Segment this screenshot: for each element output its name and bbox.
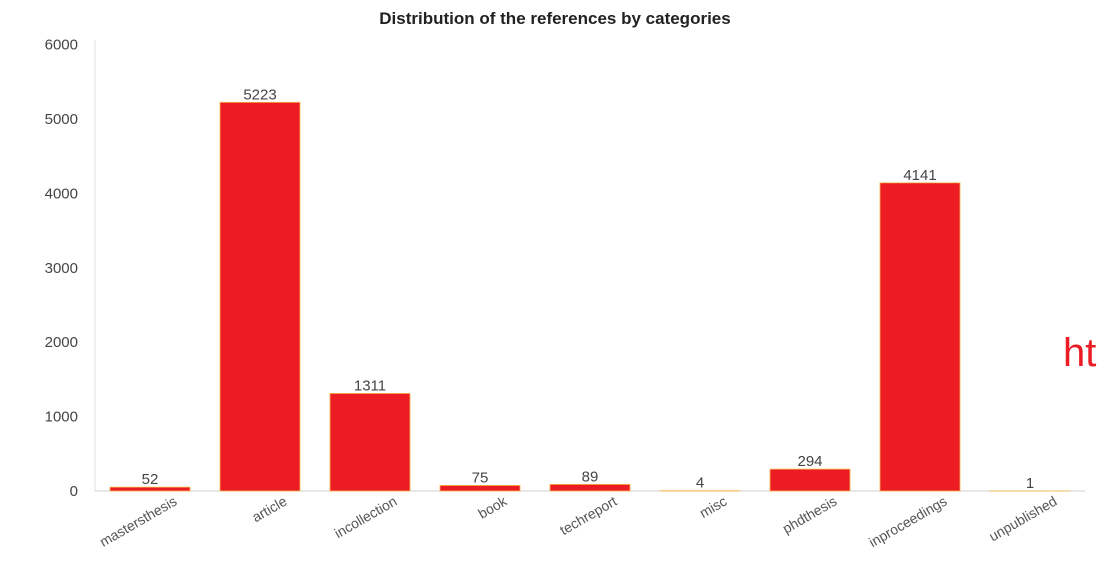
bar-techreport	[549, 483, 631, 492]
data-label-mastersthesis: 52	[142, 471, 159, 488]
y-tick-label: 2000	[45, 334, 78, 351]
x-tick-label-phdthesis: phdthesis	[780, 493, 840, 537]
x-tick-label-techreport: techreport	[557, 493, 620, 538]
data-label-incollection: 1311	[354, 377, 386, 394]
data-label-unpublished: 1	[1026, 475, 1034, 492]
y-tick-label: 4000	[45, 185, 78, 202]
data-label-phdthesis: 294	[797, 453, 822, 470]
x-tick-label-unpublished: unpublished	[986, 493, 1059, 545]
chart-title: Distribution of the references by catego…	[379, 9, 730, 28]
bar-mastersthesis	[109, 486, 191, 492]
x-tick-label-inproceedings: inproceedings	[866, 493, 949, 550]
x-tick-label-mastersthesis: mastersthesis	[97, 493, 180, 550]
data-labels-group: 52 5223 1311 75 89 4 294 4141 1	[142, 86, 1035, 492]
data-label-misc: 4	[696, 475, 704, 492]
x-tick-label-article: article	[249, 493, 290, 526]
bar-article	[219, 101, 301, 492]
y-tick-label: 1000	[45, 409, 78, 426]
overflow-text: ht	[1063, 331, 1096, 375]
y-tick-label: 6000	[45, 37, 78, 54]
x-tick-label-incollection: incollection	[332, 493, 400, 541]
y-tick-label: 5000	[45, 111, 78, 128]
data-label-inproceedings: 4141	[903, 167, 936, 184]
x-tick-label-misc: misc	[697, 493, 730, 521]
y-tick-label: 0	[70, 483, 78, 500]
data-label-book: 75	[472, 469, 489, 486]
bar-book	[439, 485, 521, 492]
data-label-techreport: 89	[582, 468, 599, 485]
y-tick-label: 3000	[45, 260, 78, 277]
bar-incollection	[329, 393, 411, 492]
bar-inproceedings	[879, 182, 961, 492]
bars-group	[109, 101, 1071, 492]
x-axis-ticks: mastersthesis article incollection book tech…	[97, 492, 1060, 550]
x-tick-label-book: book	[475, 492, 510, 522]
y-axis-ticks: 0 1000 2000 3000 4000 5000 6000	[45, 37, 78, 501]
bar-phdthesis	[769, 468, 851, 492]
data-label-article: 5223	[243, 86, 276, 103]
